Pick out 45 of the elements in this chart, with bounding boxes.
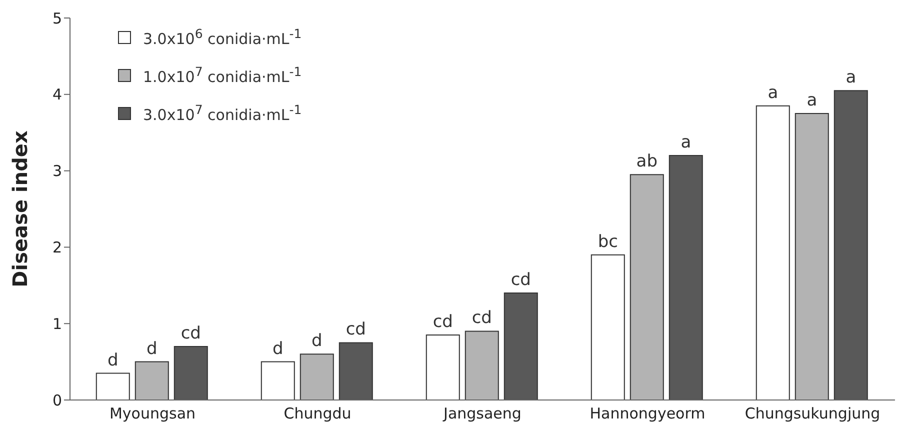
data-label: a <box>768 82 778 103</box>
legend-label: 3.0x10$^{7}$ conidia·mL$^{-1}$ <box>143 102 302 124</box>
bar <box>338 342 373 400</box>
x-tick-label: Jangsaeng <box>442 404 522 423</box>
data-label: d <box>272 338 284 359</box>
x-tick-label: Chungdu <box>284 404 352 423</box>
y-tick-label: 4 <box>52 86 62 104</box>
data-label: d <box>312 331 322 352</box>
legend-label: 1.0x10$^{7}$ conidia·mL$^{-1}$ <box>143 64 302 86</box>
bar <box>96 372 130 400</box>
bar <box>464 330 499 400</box>
bar <box>260 361 295 400</box>
bar <box>504 292 538 400</box>
data-label: cd <box>510 270 531 290</box>
y-tick-label: 3 <box>52 162 62 180</box>
y-tick-label: 2 <box>52 238 62 257</box>
y-tick-label: 0 <box>52 391 62 410</box>
y-axis-title: Disease index <box>8 130 32 288</box>
data-label: cd <box>432 312 453 332</box>
bar <box>300 354 334 400</box>
data-label: bc <box>598 232 618 252</box>
bar <box>426 334 460 400</box>
data-label: a <box>846 68 856 88</box>
data-label: d <box>108 350 118 370</box>
y-tick-label: 5 <box>52 9 62 28</box>
bar <box>134 361 169 400</box>
bar <box>174 346 208 400</box>
legend-label: 3.0x10$^{6}$ conidia·mL$^{-1}$ <box>143 26 302 48</box>
bar <box>668 155 703 400</box>
data-label: a <box>806 90 818 110</box>
data-label: d <box>146 338 158 359</box>
data-label: cd <box>180 324 201 344</box>
data-label: cd <box>472 308 492 328</box>
data-label: cd <box>346 320 366 340</box>
bar <box>630 174 664 400</box>
data-label: ab <box>636 152 658 172</box>
bar <box>834 90 868 400</box>
x-tick-label: Chungsukungjung <box>744 404 880 423</box>
x-tick-label: Hannongyeorm <box>590 404 706 423</box>
y-tick-label: 1 <box>52 314 62 333</box>
x-tick-label: Myoungsan <box>109 404 196 423</box>
bar <box>756 105 790 400</box>
data-label: a <box>680 132 692 153</box>
bar <box>794 113 829 400</box>
bar <box>590 254 625 400</box>
